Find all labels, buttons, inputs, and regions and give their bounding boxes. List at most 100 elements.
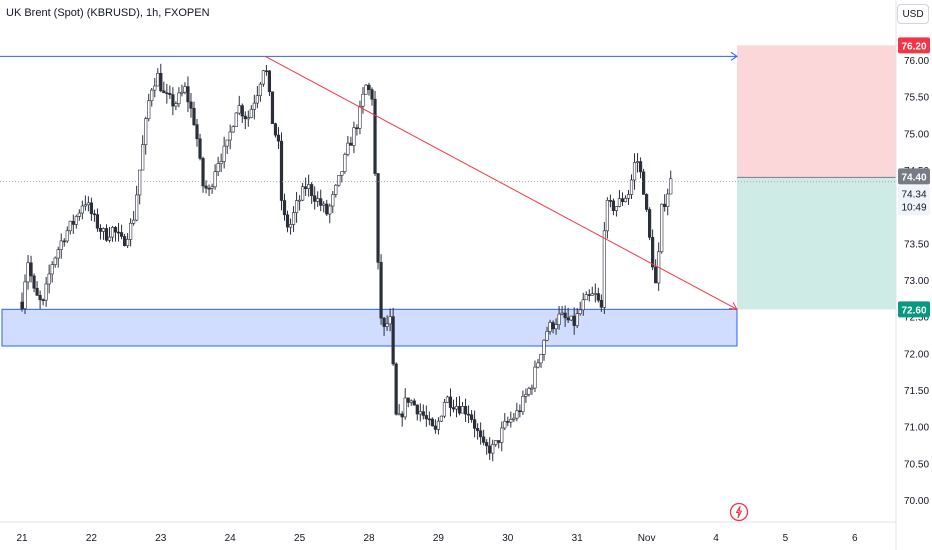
trend-line[interactable] — [264, 55, 738, 310]
candle — [89, 197, 93, 221]
time-axis[interactable]: 21 22 23 24 25 28 29 30 31 Nov 4 5 6 — [0, 521, 896, 544]
candle-body — [252, 102, 256, 110]
candle — [500, 421, 504, 452]
candle — [222, 136, 226, 169]
candle — [126, 233, 130, 249]
candle — [587, 289, 591, 302]
candle-body — [421, 411, 425, 416]
bar-countdown: 10:49 — [901, 202, 926, 213]
candle — [581, 292, 585, 316]
candle-body — [47, 273, 51, 285]
candle-body — [301, 186, 305, 201]
candle-body — [319, 198, 323, 206]
candle-body — [518, 410, 522, 413]
candle-body — [388, 316, 392, 325]
candle-body — [325, 203, 329, 215]
candle — [518, 404, 522, 418]
candle-body — [358, 105, 362, 129]
candle-body — [288, 224, 293, 228]
candle — [620, 192, 625, 207]
candle — [129, 218, 133, 247]
candle — [445, 395, 450, 403]
candle — [92, 209, 97, 222]
candle-body — [189, 101, 193, 109]
candle-body — [261, 70, 265, 85]
candle — [512, 413, 516, 422]
candle-body — [213, 171, 217, 188]
candle — [234, 112, 238, 127]
candle-body — [68, 220, 72, 232]
candle — [533, 360, 537, 393]
candle-body — [207, 187, 211, 190]
candle-body — [156, 72, 160, 87]
candle — [605, 197, 609, 239]
candle — [135, 185, 139, 222]
candle — [515, 402, 519, 422]
candle-body — [590, 293, 594, 296]
candle-body — [267, 70, 272, 93]
candle-body — [466, 413, 471, 416]
candle-body — [569, 315, 573, 321]
candle — [611, 198, 616, 216]
time-tick-label: 29 — [433, 533, 445, 544]
candle — [246, 110, 250, 127]
candle — [301, 183, 305, 201]
candle — [638, 157, 643, 179]
candle-body — [545, 331, 549, 341]
candle — [448, 388, 453, 417]
price-axis[interactable]: 76.0075.5075.0074.5074.0073.5073.0072.50… — [895, 0, 929, 550]
candle — [623, 195, 628, 203]
candle-body — [572, 315, 576, 326]
candle — [153, 78, 157, 98]
candle-body — [62, 240, 66, 243]
currency-button[interactable]: USD — [897, 4, 929, 24]
candle — [331, 190, 335, 214]
candle — [563, 305, 567, 327]
tradingview-logo-icon[interactable] — [729, 502, 749, 522]
candle-body — [219, 161, 223, 164]
candle — [216, 156, 220, 177]
candle — [524, 388, 528, 403]
drawings-group[interactable] — [0, 51, 896, 310]
candle — [400, 411, 404, 427]
candle-body — [563, 312, 567, 319]
support-zone[interactable] — [1, 308, 738, 347]
candle — [476, 423, 480, 440]
candle-body — [412, 400, 416, 406]
candle-body — [648, 209, 652, 238]
support-zone-group[interactable] — [1, 308, 738, 347]
candle — [119, 224, 124, 240]
candle — [297, 195, 302, 211]
trend-arrow-icon — [728, 302, 738, 310]
candle-body — [394, 363, 398, 415]
candle — [503, 413, 507, 431]
candle-body — [83, 204, 87, 207]
candle — [180, 84, 184, 97]
time-tick-label: 25 — [294, 533, 306, 544]
candle-body — [638, 161, 643, 173]
candle-body — [566, 317, 570, 321]
candle-body — [95, 214, 100, 229]
candle — [141, 135, 145, 171]
candle-body — [65, 230, 69, 242]
candle-body — [228, 131, 232, 141]
candle — [355, 124, 359, 136]
candle — [80, 200, 84, 220]
candle — [168, 85, 172, 99]
candle-body — [162, 90, 166, 94]
candle — [113, 225, 118, 242]
candle-body — [451, 407, 456, 410]
candle-body — [346, 142, 350, 155]
candle — [466, 405, 471, 424]
candle-body — [439, 415, 444, 422]
candle-body — [282, 200, 287, 216]
candle-body — [41, 299, 45, 301]
candle-body — [445, 396, 450, 403]
candle-body — [355, 127, 359, 130]
candle-body — [177, 92, 181, 104]
candle — [319, 189, 323, 212]
candle — [86, 196, 90, 212]
candle — [165, 83, 169, 104]
candle — [545, 326, 549, 342]
